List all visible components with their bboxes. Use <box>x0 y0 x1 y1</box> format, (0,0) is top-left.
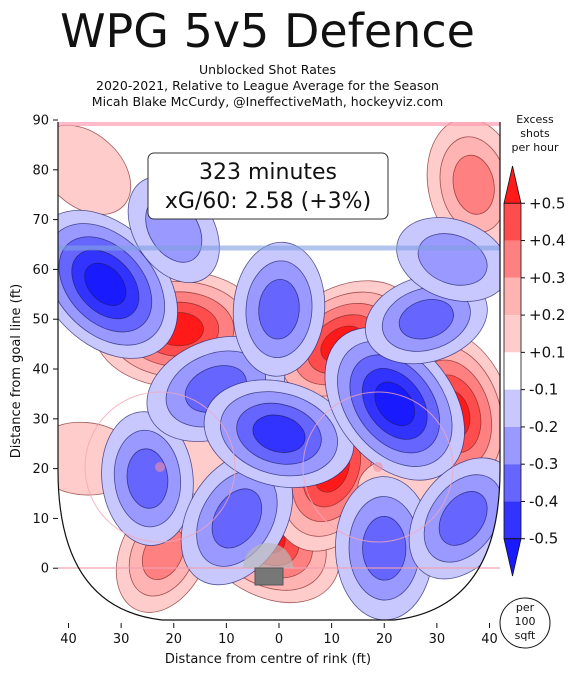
x-tick-label: 10 <box>218 632 235 647</box>
info-box-frame <box>147 152 389 220</box>
colorbar-title-line3: per hour <box>512 141 559 154</box>
contour-level <box>84 262 127 306</box>
y-tick-label: 30 <box>32 412 49 427</box>
faceoff-dot-left <box>155 462 165 472</box>
unit-badge-line3: sqft <box>515 629 536 642</box>
chart-subtitle: Unblocked Shot Rates <box>199 62 336 77</box>
x-tick-label: 20 <box>376 632 393 647</box>
chart-credit-line: Micah Blake McCurdy, @IneffectiveMath, h… <box>91 94 444 109</box>
contour-level <box>452 154 495 215</box>
colorbar-tick-label: -0.2 <box>529 418 558 436</box>
contour-level <box>258 279 300 340</box>
rink-boards <box>57 122 501 621</box>
y-axis-label: Distance from goal line (ft) <box>9 284 24 458</box>
info-xg60: xG/60: 2.58 (+3%) <box>165 189 371 214</box>
colorbar-tick-label: -0.4 <box>529 492 558 510</box>
y-tick-label: 40 <box>32 363 49 378</box>
cold-spot <box>101 411 194 546</box>
colorbar-ticks: +0.5 +0.4 +0.3 +0.2 +0.1 -0.1 -0.2 -0.3 -0.4 -0.5 <box>521 194 565 548</box>
y-tick-label: 20 <box>32 462 49 477</box>
faceoff-dot-right <box>373 462 383 472</box>
goal-crease <box>243 543 293 568</box>
colorbar-tick-label: +0.2 <box>529 306 565 324</box>
info-minutes: 323 minutes <box>199 160 337 185</box>
cold-spot <box>180 451 294 586</box>
contour-level <box>398 299 454 340</box>
cold-spot <box>335 476 434 620</box>
cold-spot <box>203 379 355 489</box>
colorbar-band <box>504 464 521 502</box>
colorbar-tick-label: +0.3 <box>529 269 565 287</box>
unit-badge <box>499 597 551 649</box>
faceoff-circle-right <box>302 391 454 543</box>
colorbar-title-line2: shots <box>520 127 550 140</box>
colorbar: Excess shots per hour +0.5+0.4+0.3+0.2+0… <box>499 113 565 649</box>
colorbar-band <box>504 240 521 278</box>
y-tick-label: 50 <box>32 313 49 328</box>
y-tick-label: 70 <box>32 213 49 228</box>
x-axis-label: Distance from centre of rink (ft) <box>165 652 371 667</box>
colorbar-tick-label: -0.3 <box>529 455 558 473</box>
x-tick-label: 0 <box>275 632 283 647</box>
hot-spot <box>58 124 132 215</box>
x-tick-label: 30 <box>429 632 446 647</box>
contour-level <box>211 488 263 549</box>
colorbar-band <box>504 352 521 390</box>
unit-badge-line1: per <box>516 601 535 614</box>
x-tick-label: 30 <box>113 632 130 647</box>
colorbar-extend-top <box>503 165 522 204</box>
colorbar-bands <box>503 165 522 577</box>
y-tick-label: 0 <box>41 562 49 577</box>
contour-level <box>374 381 416 427</box>
colorbar-tick-label: +0.4 <box>529 232 565 250</box>
plot-area: 323 minutes xG/60: 2.58 (+3%) <box>57 120 501 623</box>
unit-badge-line2: 100 <box>515 615 536 628</box>
faceoff-circle-left <box>84 391 236 543</box>
x-tick-label: 10 <box>323 632 340 647</box>
colorbar-band <box>504 426 521 465</box>
heatmap-layer <box>58 122 500 620</box>
cold-spot <box>232 241 326 377</box>
goal-net <box>254 567 284 586</box>
contour-level <box>252 414 306 453</box>
cold-spot <box>364 274 488 365</box>
x-tick-label: 40 <box>481 632 498 647</box>
chart-title: WPG 5v5 Defence <box>60 4 475 58</box>
y-axis: 0 10 20 30 40 50 60 70 80 90 <box>32 114 58 577</box>
y-tick-label: 60 <box>32 263 49 278</box>
x-tick-label: 40 <box>60 632 77 647</box>
colorbar-band <box>504 277 521 316</box>
colorbar-tick-label: -0.1 <box>529 381 558 399</box>
y-tick-label: 90 <box>32 114 49 129</box>
contour-level <box>58 124 132 215</box>
contour-level <box>362 516 407 581</box>
colorbar-frame <box>503 202 522 540</box>
y-tick-label: 80 <box>32 163 49 178</box>
colorbar-band <box>504 501 521 539</box>
colorbar-extend-bottom <box>503 538 522 577</box>
colorbar-title-line1: Excess <box>516 113 554 126</box>
x-tick-label: 20 <box>165 632 182 647</box>
colorbar-tick-label: -0.5 <box>529 530 558 548</box>
y-tick-label: 10 <box>32 512 49 527</box>
colorbar-band <box>504 389 521 427</box>
chart-season-line: 2020-2021, Relative to League Average fo… <box>96 78 439 93</box>
info-box: 323 minutes xG/60: 2.58 (+3%) <box>147 152 389 220</box>
colorbar-band <box>504 203 521 241</box>
cold-spot <box>324 327 465 481</box>
colorbar-band <box>504 315 521 353</box>
colorbar-tick-label: +0.5 <box>529 194 565 212</box>
contour-level <box>438 491 488 546</box>
colorbar-tick-label: +0.1 <box>529 343 565 361</box>
x-axis: 40 30 20 10 0 10 20 30 40 <box>60 623 498 647</box>
